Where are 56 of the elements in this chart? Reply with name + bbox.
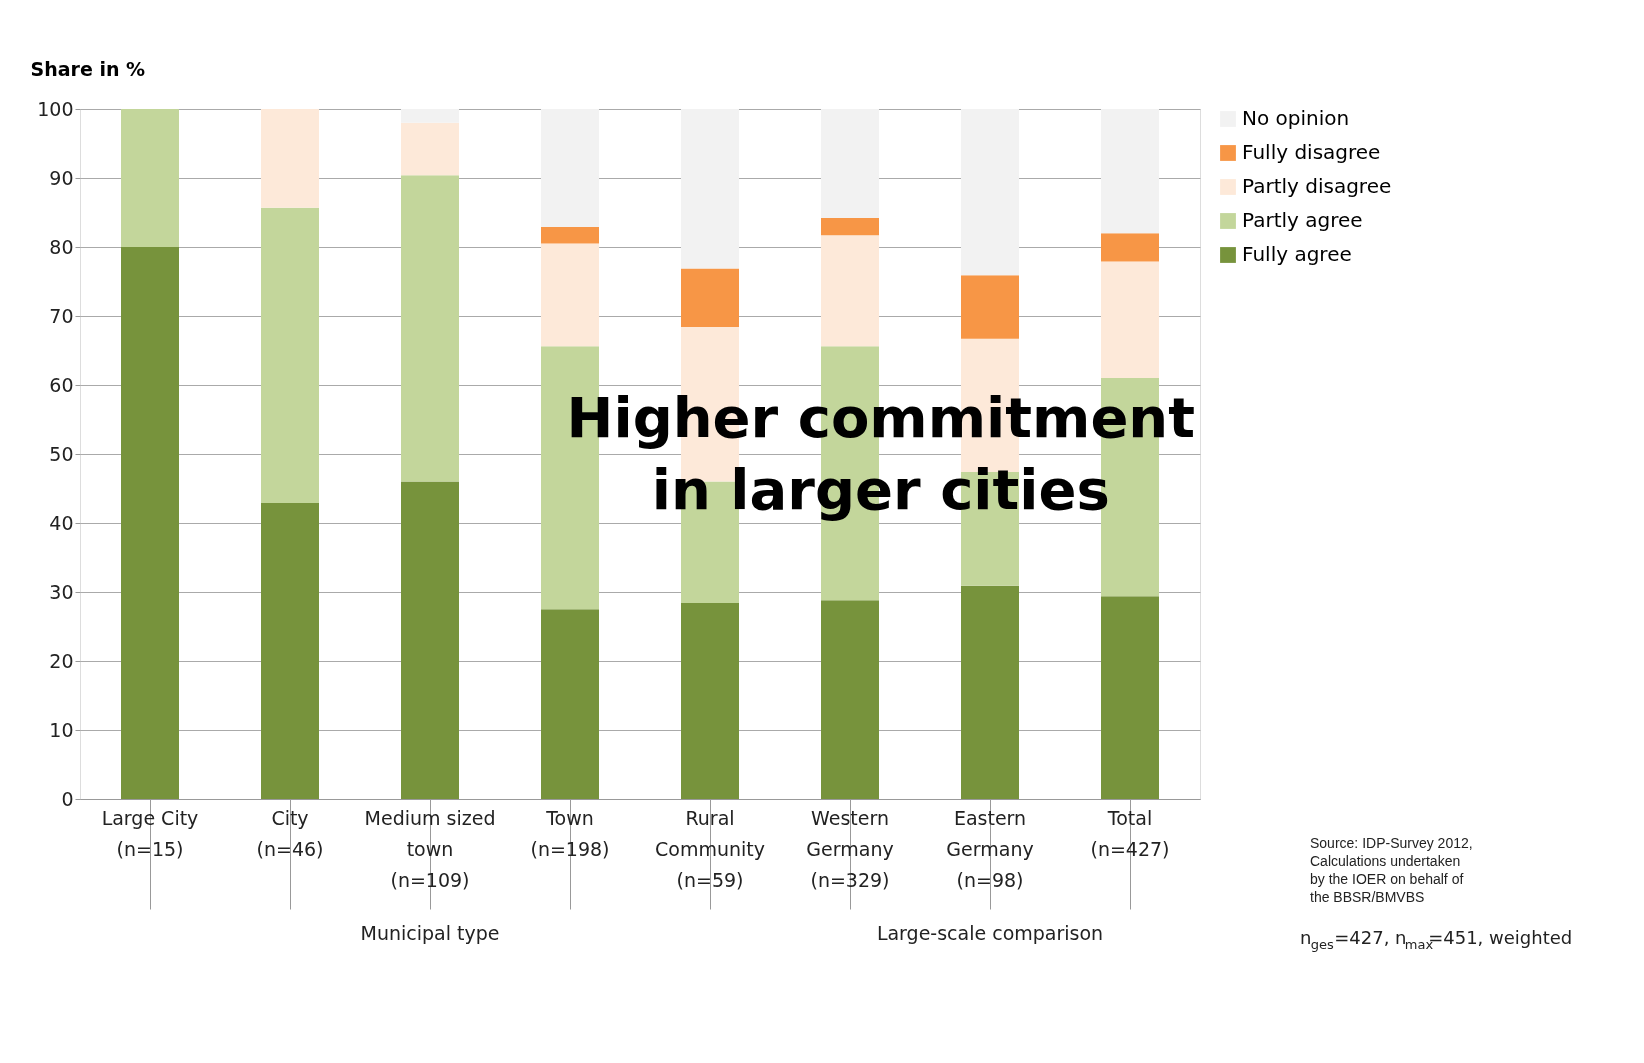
annotation: Higher commitment in larger cities: [566, 384, 1196, 522]
text: Municipal type: [360, 922, 500, 944]
x-tick-label: Medium sized town (n=109): [364, 806, 496, 891]
y-tick-label: 40: [49, 511, 74, 534]
bar: [961, 109, 1019, 276]
text: Large-scale comparison: [876, 922, 1104, 944]
bar: [541, 243, 599, 347]
bar: [541, 609, 599, 799]
y-tick-label: 0: [61, 787, 74, 810]
y-tick-label: 100: [37, 97, 74, 120]
bar: [121, 109, 179, 247]
bar: [401, 122, 459, 176]
bar: [961, 585, 1019, 799]
legend-label: Partly disagree: [1242, 174, 1392, 198]
bar: [1101, 109, 1159, 234]
y-tick-label: 80: [49, 235, 74, 258]
bar: [261, 207, 319, 503]
bar: [961, 275, 1019, 339]
bar: [821, 109, 879, 219]
bar: [261, 109, 319, 208]
bar: [681, 603, 739, 799]
legend-label: Partly agree: [1242, 208, 1363, 232]
legend-label: Fully disagree: [1242, 140, 1381, 164]
bar: [821, 600, 879, 799]
x-tick-label: City (n=46): [256, 806, 324, 860]
bar: [681, 109, 739, 269]
bar: [261, 502, 319, 799]
y-tick-label: 50: [49, 442, 74, 465]
bar: [821, 235, 879, 347]
x-tick-label: Western Germany (n=329): [806, 806, 894, 891]
bar: [1101, 261, 1159, 379]
x-tick-label: Eastern Germany (n=98): [946, 806, 1034, 891]
x-tick-label: Total (n=427): [1090, 806, 1170, 860]
bar: [541, 226, 599, 244]
bar: [121, 247, 179, 799]
y-tick-label: 10: [49, 718, 74, 741]
bar: [401, 109, 459, 123]
bar: [681, 268, 739, 328]
bar: [401, 175, 459, 482]
legend-label: Fully agree: [1242, 242, 1352, 266]
y-tick-label: 20: [49, 649, 74, 672]
x-tick-label: Large City (n=15): [101, 806, 199, 860]
legend-label: No opinion: [1242, 106, 1350, 130]
y-axis-title: Share in %: [30, 57, 146, 80]
y-tick-label: 70: [49, 304, 74, 327]
x-tick-label: Town (n=198): [530, 806, 610, 860]
bar: [541, 109, 599, 227]
source-note: Source: IDP-Survey 2012, Calculations undertaken by the IOER on behalf of the BBSR/BMVBS: [1310, 835, 1473, 905]
x-tick-label: Rural Community (n=59): [655, 806, 765, 891]
bar: [821, 218, 879, 236]
bar: [1101, 233, 1159, 262]
y-tick-label: 90: [49, 166, 74, 189]
y-tick-label: 60: [49, 373, 74, 396]
bar: [1101, 596, 1159, 799]
bar: [401, 481, 459, 799]
y-tick-label: 30: [49, 580, 74, 603]
